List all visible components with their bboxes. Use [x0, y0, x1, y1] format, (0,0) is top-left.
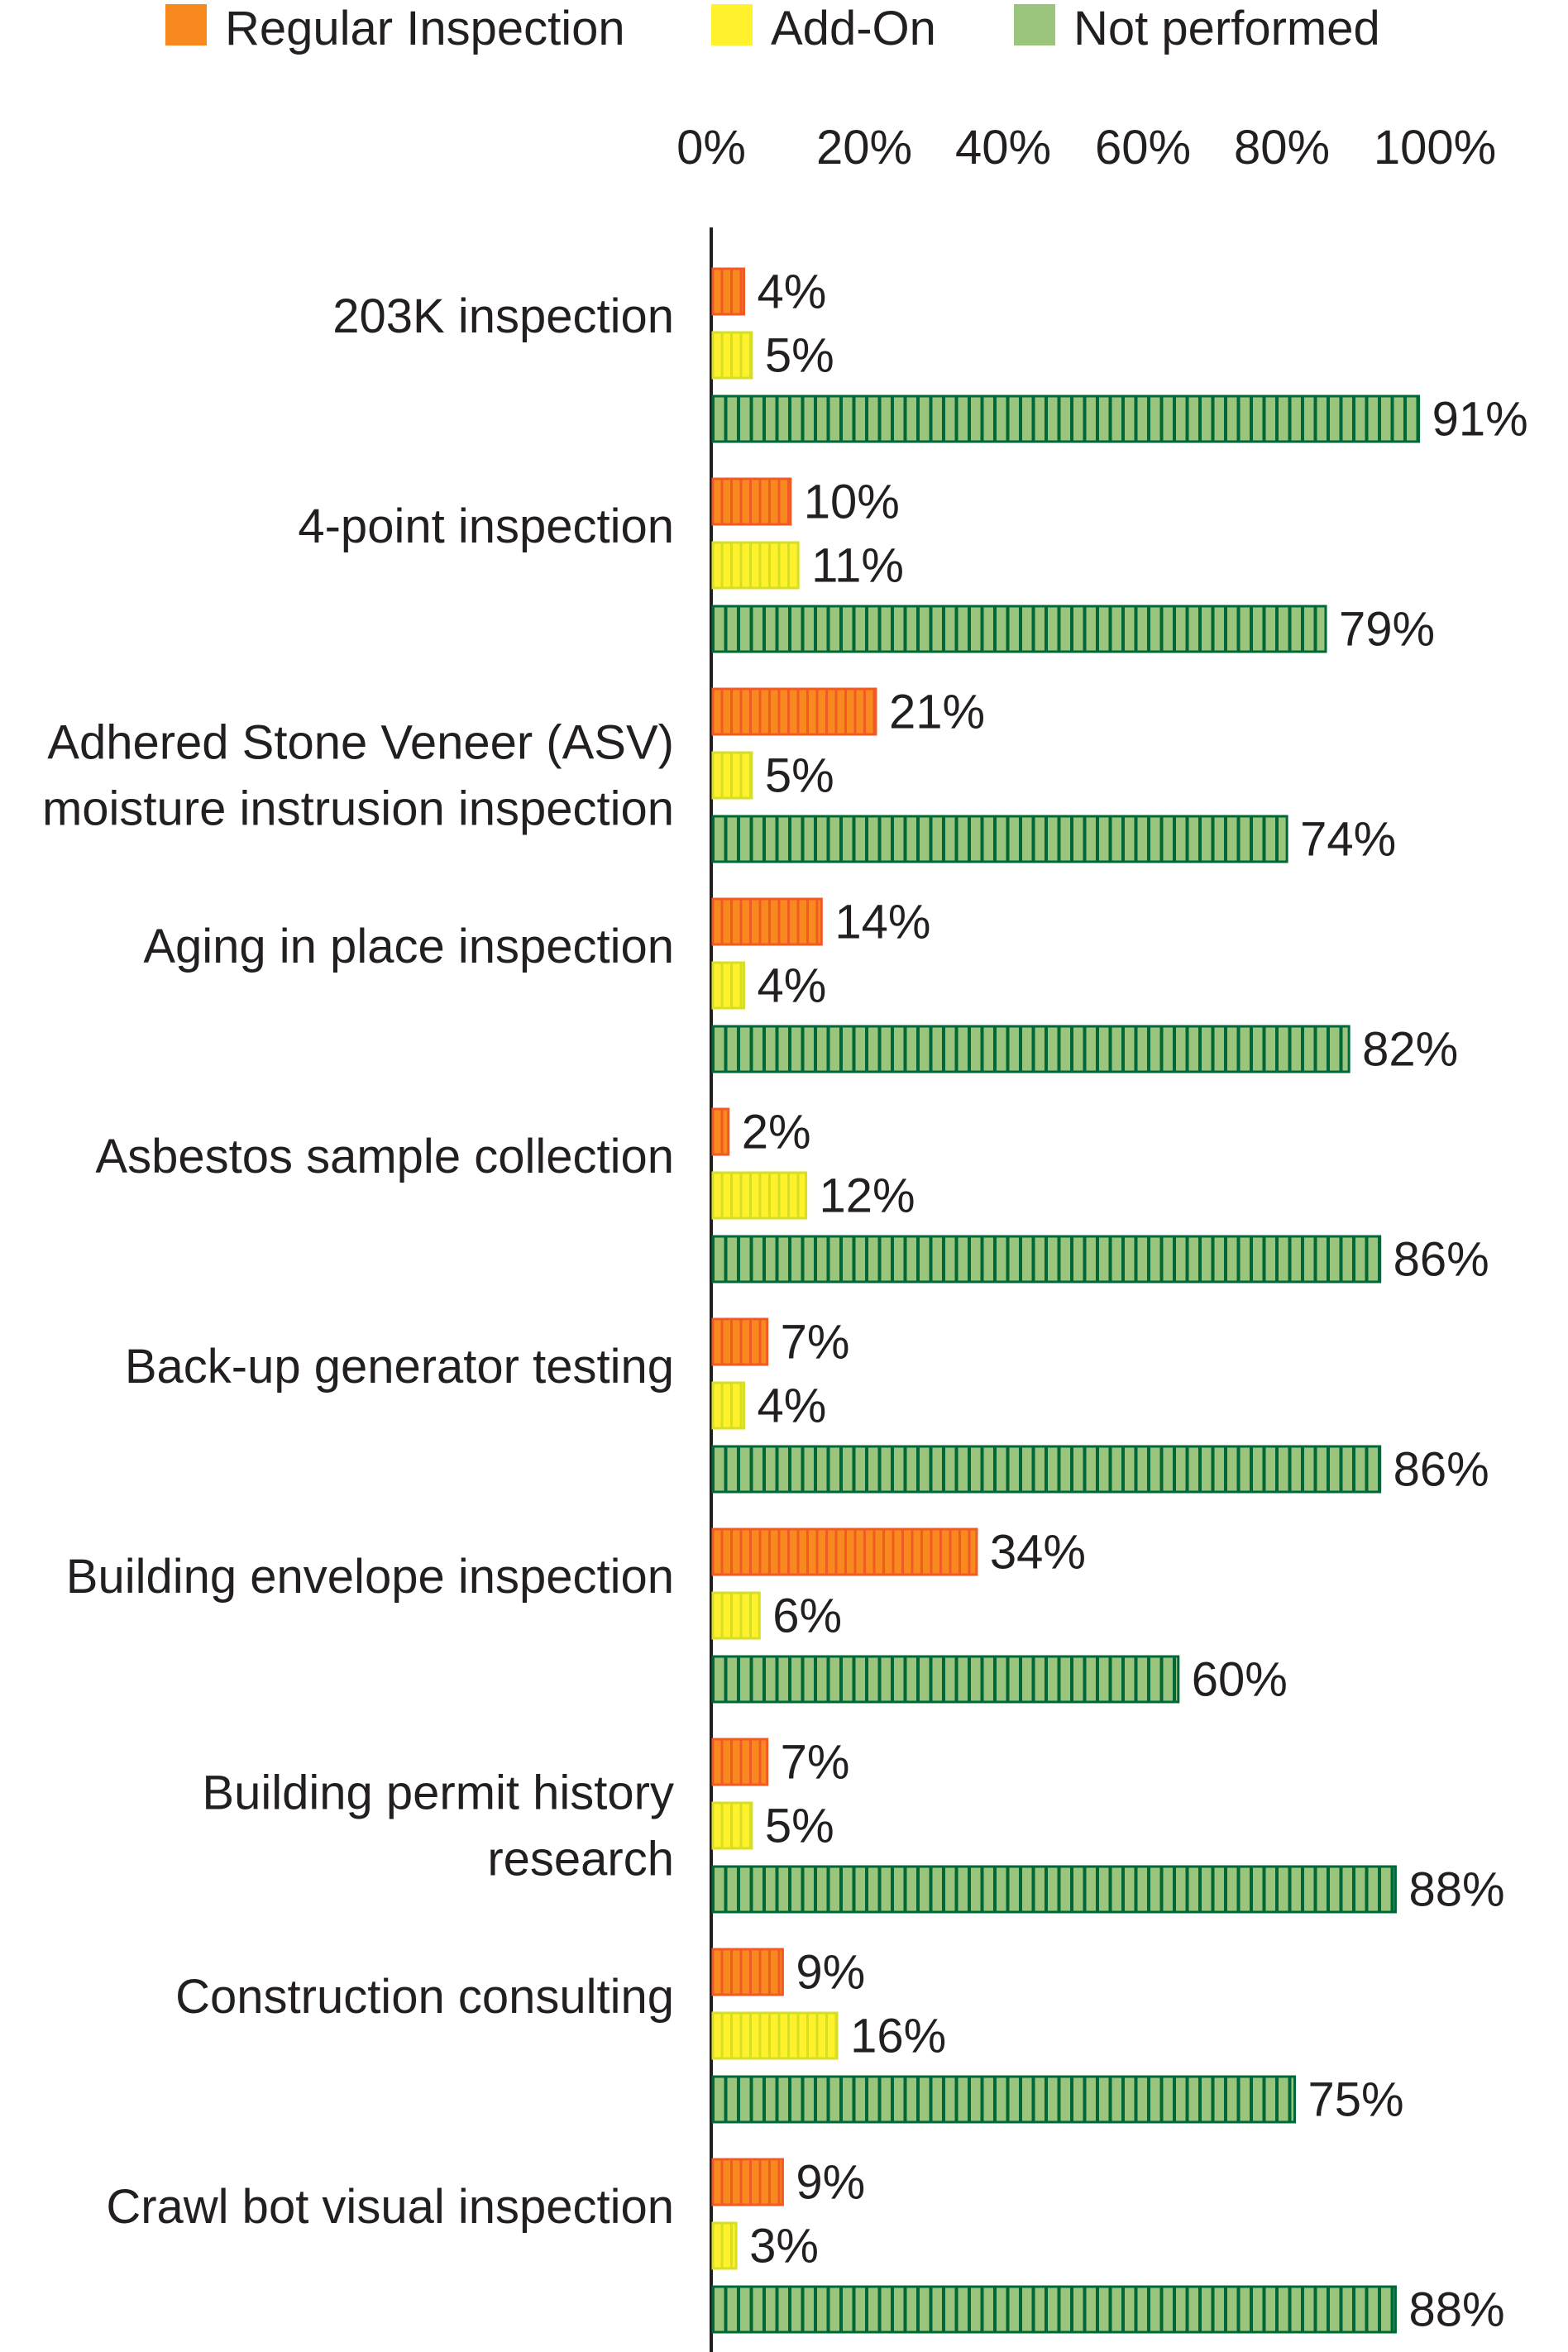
bar-add-on — [711, 2221, 738, 2270]
data-label: 12% — [820, 1169, 915, 1223]
data-label: 4% — [758, 265, 827, 319]
category-label: Building envelope inspection — [66, 1550, 674, 1604]
category-label: Asbestos sample collection — [95, 1130, 674, 1183]
bar-regular-inspection — [711, 1317, 769, 1366]
data-label: 2% — [742, 1106, 811, 1159]
data-label: 14% — [834, 896, 930, 949]
bar-add-on — [711, 1591, 761, 1640]
bar-not-performed — [711, 1445, 1382, 1494]
category-group: Asbestos sample collection 2%12% 86% — [95, 1106, 1489, 1287]
bar-add-on — [711, 331, 753, 380]
data-label: 88% — [1408, 2283, 1504, 2337]
bar-regular-inspection — [711, 2158, 784, 2206]
bar-not-performed — [711, 815, 1288, 863]
bar-regular-inspection — [711, 687, 877, 736]
legend-swatch — [165, 4, 207, 45]
category-label: Crawl bot visual inspection — [106, 2180, 674, 2234]
data-label: 11% — [811, 539, 904, 593]
bar-not-performed — [711, 605, 1327, 653]
category-group: Back-up generator testing 7% 4% 86% — [125, 1316, 1489, 1497]
legend-label: Add-On — [771, 2, 936, 55]
data-label: 6% — [772, 1590, 842, 1643]
category-group: Aging in place inspection 14%4% 82% — [143, 896, 1458, 1077]
data-label: 21% — [889, 686, 985, 739]
bar-add-on — [711, 751, 753, 800]
data-label: 91% — [1432, 393, 1528, 447]
bar-regular-inspection — [711, 477, 792, 526]
data-label: 5% — [765, 1800, 834, 1853]
x-tick-label: 80% — [1234, 121, 1330, 174]
bar-not-performed — [711, 1655, 1180, 1704]
category-label: Back-up generator testing — [125, 1340, 674, 1394]
bar-not-performed — [711, 1865, 1397, 1914]
legend-label: Regular Inspection — [225, 2, 625, 55]
bar-not-performed — [711, 1235, 1382, 1284]
category-label: Adhered Stone Veneer (ASV) — [47, 716, 674, 770]
bar-add-on — [711, 541, 800, 590]
data-label: 75% — [1308, 2073, 1404, 2127]
bar-regular-inspection — [711, 1107, 730, 1156]
bar-add-on — [711, 2011, 839, 2060]
category-label: 4-point inspection — [298, 500, 674, 553]
bar-add-on — [711, 1381, 746, 1430]
data-label: 86% — [1394, 1233, 1489, 1287]
legend-swatch — [711, 4, 753, 45]
legend-label: Not performed — [1073, 2, 1380, 55]
bar-regular-inspection — [711, 267, 746, 316]
bar-not-performed — [711, 394, 1421, 443]
x-tick-label: 100% — [1374, 121, 1496, 174]
bar-add-on — [711, 1801, 753, 1850]
data-label: 82% — [1362, 1023, 1458, 1077]
bar-not-performed — [711, 2285, 1397, 2334]
category-group: 4-point inspection 10% 11% 79% — [298, 476, 1435, 657]
data-label: 4% — [758, 1379, 827, 1433]
data-label: 88% — [1408, 1863, 1504, 1917]
bar-not-performed — [711, 1025, 1350, 1073]
data-label: 34% — [990, 1526, 1086, 1580]
data-label: 86% — [1394, 1443, 1489, 1497]
data-label: 9% — [796, 1946, 865, 2000]
category-group: Construction consulting 9% 16% 75% — [175, 1946, 1403, 2127]
bar-regular-inspection — [711, 897, 823, 946]
data-label: 9% — [796, 2156, 865, 2210]
category-label: 203K inspection — [332, 289, 674, 343]
category-group: Building envelope inspection 34% 6% 60% — [66, 1526, 1288, 1707]
data-label: 7% — [781, 1316, 850, 1370]
bar-add-on — [711, 1171, 808, 1220]
data-label: 5% — [765, 329, 834, 383]
data-label: 10% — [804, 476, 900, 529]
data-label: 7% — [781, 1736, 850, 1790]
bar-add-on — [711, 961, 746, 1010]
data-label: 60% — [1192, 1653, 1288, 1707]
x-tick-label: 20% — [816, 121, 912, 174]
x-tick-label: 40% — [955, 121, 1051, 174]
data-label: 4% — [758, 959, 827, 1013]
bar-regular-inspection — [711, 1738, 769, 1786]
data-label: 5% — [765, 749, 834, 803]
category-group: Building permit history research 7% 5% 88% — [202, 1736, 1504, 1917]
legend-swatch — [1014, 4, 1055, 45]
x-tick-label: 60% — [1095, 121, 1191, 174]
bar-not-performed — [711, 2075, 1296, 2124]
bars: 203K inspection 4% 5% 91% 4-point inspection… — [42, 265, 1528, 2337]
x-axis-ticks: 0% 20% 40% 60% 80% 100% — [676, 121, 1496, 174]
category-group: 203K inspection 4% 5% 91% — [332, 265, 1527, 447]
category-group: Adhered Stone Veneer (ASV) moisture instr… — [42, 686, 1396, 867]
category-label: Building permit history — [202, 1766, 674, 1820]
data-label: 74% — [1300, 813, 1396, 867]
category-label: Aging in place inspection — [143, 920, 674, 973]
category-label: moisture instrusion inspection — [42, 782, 674, 836]
legend: Regular Inspection Add-On Not performed — [165, 2, 1380, 55]
data-label: 79% — [1339, 603, 1435, 657]
x-tick-label: 0% — [676, 121, 746, 174]
category-label: Construction consulting — [175, 1970, 674, 2024]
category-group: Crawl bot visual inspection 9% 3% 88% — [106, 2156, 1504, 2337]
category-label: research — [487, 1833, 674, 1886]
data-label: 3% — [749, 2220, 819, 2273]
bar-regular-inspection — [711, 1948, 784, 1996]
data-label: 16% — [850, 2010, 946, 2063]
bar-regular-inspection — [711, 1527, 978, 1576]
